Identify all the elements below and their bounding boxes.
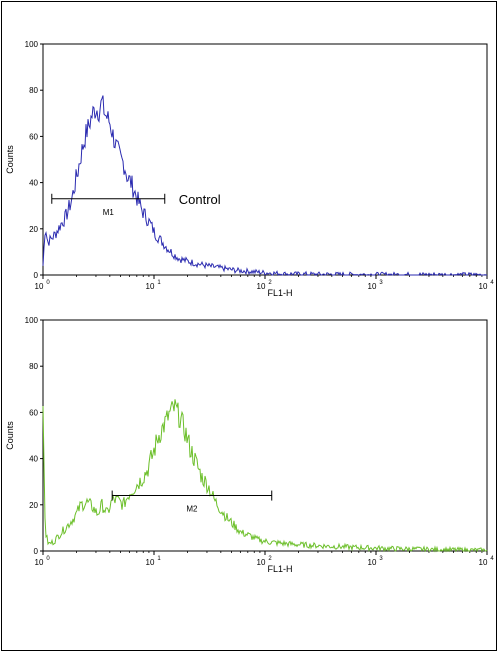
- y-tick-label: 60: [29, 408, 38, 417]
- x-tick-label: 10: [368, 558, 377, 567]
- x-axis-title: FL1-H: [267, 288, 292, 298]
- x-tick-exponent: 1: [157, 280, 161, 286]
- histogram-trace: [42, 95, 487, 277]
- x-tick-exponent: 1: [157, 556, 161, 562]
- y-tick-label: 0: [34, 547, 39, 556]
- y-tick-label: 0: [34, 271, 39, 280]
- x-tick-exponent: 3: [379, 280, 383, 286]
- y-tick-label: 60: [29, 132, 38, 141]
- x-tick-label: 10: [479, 282, 488, 291]
- gate-label: M1: [103, 208, 115, 217]
- x-tick-label: 10: [368, 282, 377, 291]
- y-tick-label: 100: [25, 40, 39, 49]
- annotation-label: Control: [179, 192, 221, 207]
- y-axis-title: Counts: [5, 145, 15, 174]
- x-tick-exponent: 0: [46, 280, 50, 286]
- x-tick-label: 10: [35, 282, 44, 291]
- histogram-trace: [42, 399, 488, 553]
- y-tick-label: 40: [29, 179, 38, 188]
- x-tick-exponent: 2: [268, 280, 272, 286]
- x-tick-exponent: 0: [46, 556, 50, 562]
- x-tick-label: 10: [479, 558, 488, 567]
- y-tick-label: 40: [29, 455, 38, 464]
- x-tick-exponent: 4: [490, 556, 494, 562]
- y-tick-label: 80: [29, 86, 38, 95]
- x-tick-label: 10: [257, 282, 266, 291]
- x-tick-label: 10: [146, 282, 155, 291]
- x-tick-label: 10: [35, 558, 44, 567]
- gate-label: M2: [186, 505, 198, 514]
- x-tick-exponent: 4: [490, 280, 494, 286]
- y-tick-label: 20: [29, 501, 38, 510]
- x-tick-label: 10: [146, 558, 155, 567]
- y-tick-label: 80: [29, 362, 38, 371]
- histogram-panel-1: 10 0 10 1 10 2 10 3 10 4020406080100FL1-HCountsM1…: [5, 40, 494, 298]
- x-tick-label: 10: [257, 558, 266, 567]
- y-axis-title: Counts: [5, 421, 15, 450]
- y-tick-label: 100: [25, 316, 39, 325]
- plot-area: [42, 319, 488, 552]
- y-tick-label: 20: [29, 225, 38, 234]
- plot-area: [42, 43, 488, 276]
- x-tick-exponent: 3: [379, 556, 383, 562]
- x-tick-exponent: 2: [268, 556, 272, 562]
- x-axis-title: FL1-H: [267, 564, 292, 574]
